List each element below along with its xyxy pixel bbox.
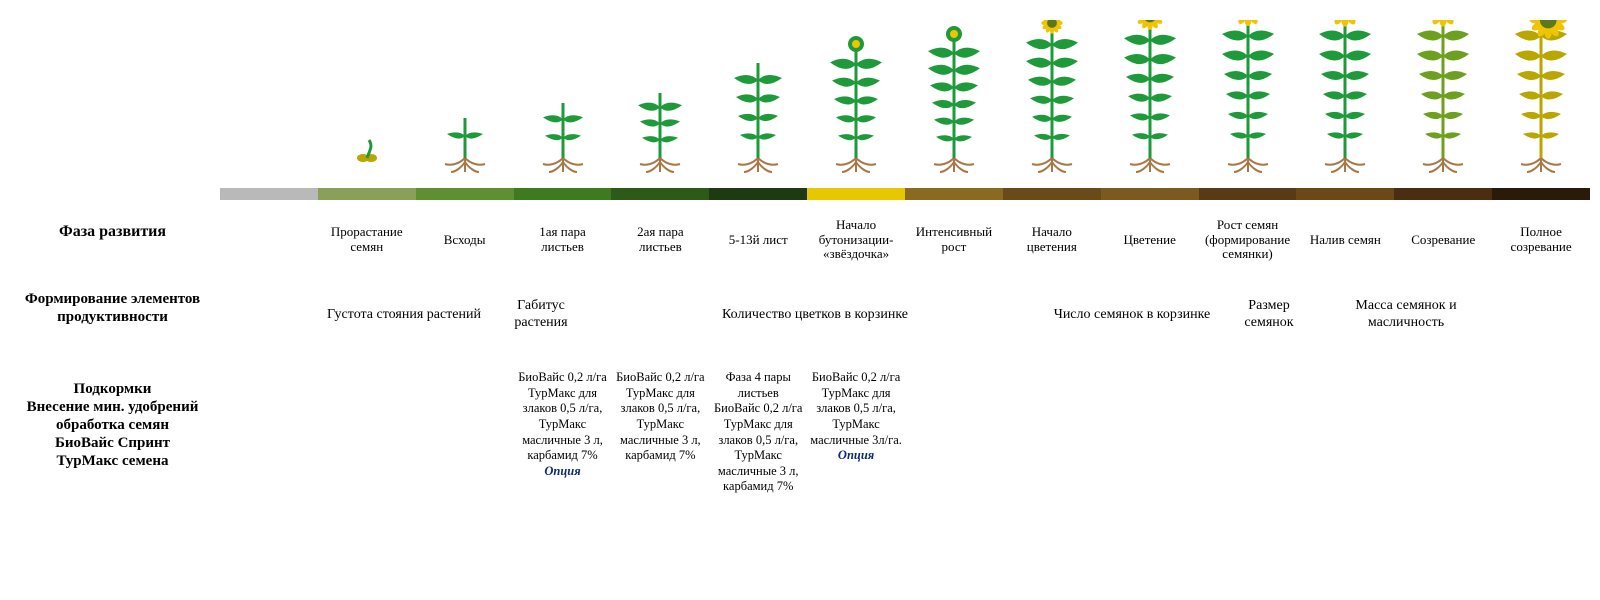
formation-cell: Масса семянок и масличность <box>1316 290 1496 340</box>
color-bar-segment <box>709 188 807 200</box>
feeding-row: БиоВайс 0,2 л/гаТурМакс для злаков 0,5 л… <box>220 368 1590 538</box>
plant-icon <box>811 20 901 180</box>
formation-cell: Количество цветков в корзинке <box>682 290 948 340</box>
color-bar-segment <box>1003 188 1101 200</box>
phase-label: Созревание <box>1394 210 1492 270</box>
plant-icon-cell <box>1394 20 1492 180</box>
color-bar-segment <box>1101 188 1199 200</box>
formation-cell <box>1496 290 1590 340</box>
color-bar-segment <box>1199 188 1297 200</box>
plant-icon <box>1300 20 1390 180</box>
feeding-cell <box>1199 368 1297 538</box>
spacer <box>220 20 318 180</box>
formation-cell <box>948 290 1042 340</box>
plant-icon-cell <box>1003 20 1101 180</box>
formation-row: Густота стояния растенийГабитус растения… <box>220 290 1590 340</box>
spacer <box>220 290 314 340</box>
feeding-cell <box>1003 368 1101 538</box>
phase-label: Прорастание семян <box>318 210 416 270</box>
stage-color-bar <box>220 188 1590 200</box>
feeding-cell <box>318 368 416 538</box>
plant-icon <box>420 20 510 180</box>
formation-cell: Густота стояния растений <box>314 290 494 340</box>
plant-icon <box>909 20 999 180</box>
plant-icon <box>1203 20 1293 180</box>
plant-icon-cell <box>416 20 514 180</box>
plant-icon-cell <box>1296 20 1394 180</box>
plant-icon-cell <box>514 20 612 180</box>
row-label-formation: Формирование элементов продуктивности <box>10 290 215 326</box>
plant-icon-cell <box>807 20 905 180</box>
plant-icon-cell <box>905 20 1003 180</box>
growth-stage-diagram: Фаза развития Прорастание семянВсходы1ая… <box>0 0 1600 600</box>
plant-icon-cell <box>709 20 807 180</box>
color-bar-segment <box>416 188 514 200</box>
plant-icon <box>615 20 705 180</box>
spacer <box>220 368 318 538</box>
feeding-cell: БиоВайс 0,2 л/гаТурМакс для злаков 0,5 л… <box>807 368 905 538</box>
feeding-cell: Фаза 4 пары листьевБиоВайс 0,2 л/гаТурМа… <box>709 368 807 538</box>
feeding-cell <box>1492 368 1590 538</box>
phase-label: Начало цветения <box>1003 210 1101 270</box>
phase-label: Налив семян <box>1296 210 1394 270</box>
formation-cell: Размер семянок <box>1222 290 1316 340</box>
plant-icon-cell <box>318 20 416 180</box>
row-label-feeding: ПодкормкиВнесение мин. удобренийобработк… <box>10 380 215 470</box>
plant-icons-row <box>220 20 1590 180</box>
plant-icon <box>1105 20 1195 180</box>
option-label: Опция <box>544 464 580 478</box>
phase-labels-row: Прорастание семянВсходы1ая пара листьев2… <box>220 210 1590 270</box>
phase-label: 2ая пара листьев <box>611 210 709 270</box>
plant-icon-cell <box>611 20 709 180</box>
color-bar-segment <box>318 188 416 200</box>
feeding-cell <box>416 368 514 538</box>
plant-icon-cell <box>1101 20 1199 180</box>
color-bar-segment <box>514 188 612 200</box>
spacer <box>220 210 318 270</box>
feeding-cell: БиоВайс 0,2 л/гаТурМакс для злаков 0,5 л… <box>514 368 612 538</box>
feeding-cell <box>1101 368 1199 538</box>
plant-icon <box>713 20 803 180</box>
phase-label: Всходы <box>416 210 514 270</box>
option-label: Опция <box>838 448 874 462</box>
formation-cell <box>588 290 682 340</box>
plant-icon <box>322 20 412 180</box>
formation-cell: Габитус растения <box>494 290 588 340</box>
phase-label: 5-13й лист <box>709 210 807 270</box>
feeding-cell: БиоВайс 0,2 л/гаТурМакс для злаков 0,5 л… <box>611 368 709 538</box>
plant-icon-cell <box>1199 20 1297 180</box>
plant-icon <box>1007 20 1097 180</box>
color-bar-segment <box>1296 188 1394 200</box>
plant-icon <box>1496 20 1586 180</box>
plant-icon <box>1398 20 1488 180</box>
color-bar-segment <box>905 188 1003 200</box>
formation-cell: Число семянок в корзинке <box>1042 290 1222 340</box>
color-bar-segment <box>807 188 905 200</box>
phase-label: Интенсивный рост <box>905 210 1003 270</box>
color-bar-segment <box>1394 188 1492 200</box>
feeding-cell <box>905 368 1003 538</box>
feeding-cell <box>1394 368 1492 538</box>
phase-label: Цветение <box>1101 210 1199 270</box>
phase-label: Рост семян (формирование семянки) <box>1199 210 1297 270</box>
plant-icon-cell <box>1492 20 1590 180</box>
row-label-phase: Фаза развития <box>10 222 215 241</box>
color-bar-segment <box>220 188 318 200</box>
color-bar-segment <box>1492 188 1590 200</box>
phase-label: Начало бутонизации- «звёздочка» <box>807 210 905 270</box>
feeding-cell <box>1296 368 1394 538</box>
plant-icon <box>518 20 608 180</box>
phase-label: 1ая пара листьев <box>514 210 612 270</box>
phase-label: Полное созревание <box>1492 210 1590 270</box>
color-bar-segment <box>611 188 709 200</box>
